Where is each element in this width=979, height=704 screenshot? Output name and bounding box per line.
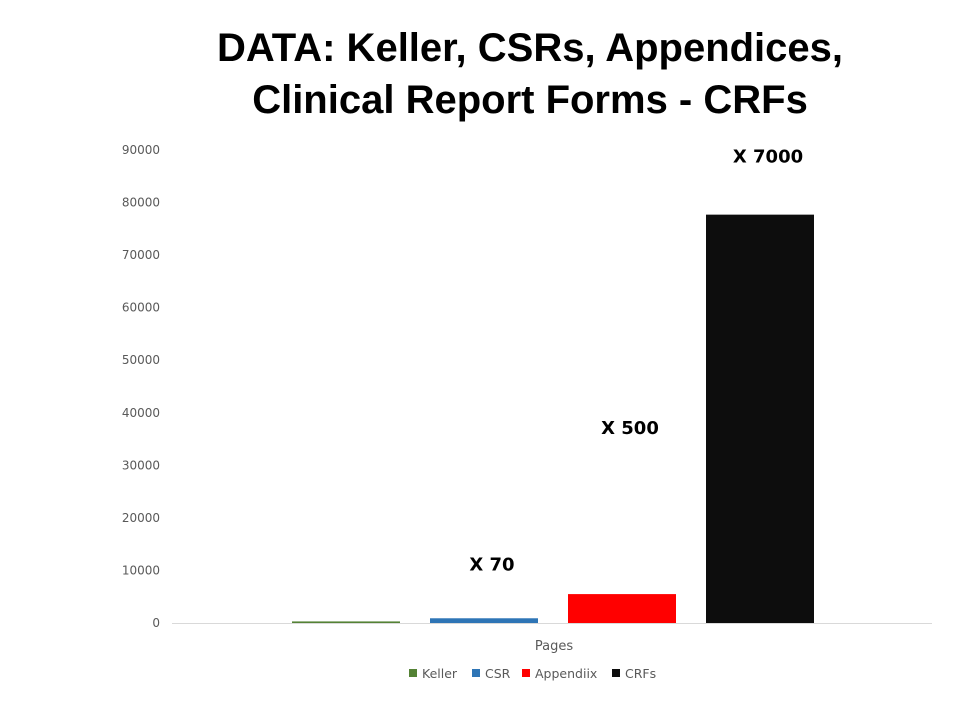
page-title: DATA: Keller, CSRs, Appendices, Clinical…: [80, 22, 979, 126]
y-tick-label: 10000: [122, 563, 160, 577]
y-tick-label: 80000: [122, 196, 160, 210]
title-line-2: Clinical Report Forms - CRFs: [252, 78, 808, 122]
y-tick-label: 70000: [122, 248, 160, 262]
y-tick-label: 40000: [122, 406, 160, 420]
bar-appendiix: [568, 594, 676, 623]
legend-swatch-csr: [472, 669, 480, 677]
legend-swatch-keller: [409, 669, 417, 677]
x-axis-categories: Pages: [535, 639, 573, 654]
bar-keller: [292, 621, 400, 623]
y-tick-label: 60000: [122, 301, 160, 315]
y-axis-ticks: 0 10000 20000 30000 40000 50000 60000 70000 8000…: [122, 143, 160, 630]
legend-swatch-appendiix: [522, 669, 530, 677]
y-tick-label: 50000: [122, 353, 160, 367]
bar-csr: [430, 618, 538, 623]
annotation-label: X 500: [601, 418, 659, 439]
y-tick-label: 20000: [122, 511, 160, 525]
legend-label-keller: Keller: [422, 666, 458, 681]
annotations-group: X 70 X 500 X 7000: [469, 147, 803, 576]
annotation-label: X 70: [469, 554, 514, 575]
x-category-label: Pages: [535, 639, 573, 654]
annotation-label: X 7000: [733, 147, 803, 168]
legend-label-appendiix: Appendiix: [535, 666, 597, 681]
bar-crfs: [706, 214, 814, 624]
bars-group: [292, 214, 814, 624]
legend-label-crfs: CRFs: [625, 666, 656, 681]
title-line-1: DATA: Keller, CSRs, Appendices,: [216, 26, 844, 70]
legend-label-csr: CSR: [485, 666, 511, 681]
y-tick-label: 90000: [122, 143, 160, 157]
legend: Keller CSR Appendiix CRFs: [409, 666, 656, 681]
y-tick-label: 0: [152, 616, 160, 630]
y-tick-label: 30000: [122, 458, 160, 472]
legend-swatch-crfs: [612, 669, 620, 677]
